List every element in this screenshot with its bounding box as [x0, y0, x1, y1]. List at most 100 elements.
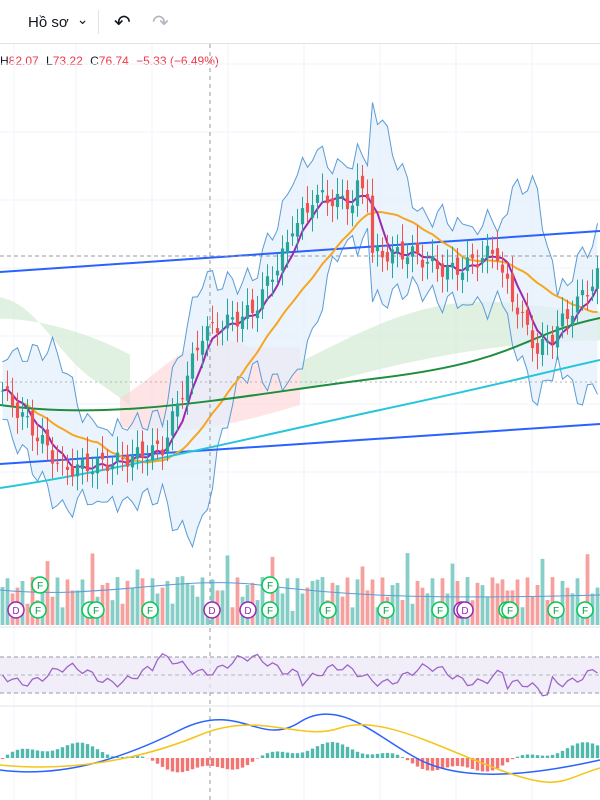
macd-histogram-bar: [470, 758, 475, 770]
financial-report-marker[interactable]: F: [377, 601, 395, 619]
macd-histogram-bar: [175, 758, 180, 773]
financial-report-marker[interactable]: F: [501, 601, 519, 619]
candle-body: [60, 459, 65, 462]
volume-bar: [50, 596, 55, 625]
macd-histogram-bar: [45, 751, 50, 758]
candle-body: [110, 465, 115, 470]
macd-histogram-bar: [200, 758, 205, 767]
top-toolbar: Hồ sơ ⌄ ↶ ↷: [0, 0, 600, 44]
macd-histogram-bar: [255, 758, 260, 759]
channel-lower: [0, 423, 600, 465]
macd-histogram-bar: [100, 752, 105, 758]
candle-body: [580, 290, 585, 296]
macd-histogram-bar: [20, 748, 25, 758]
bollinger-lower: [2, 227, 598, 549]
macd-histogram-bar: [515, 756, 520, 758]
candle-body: [55, 462, 60, 464]
candle-body: [550, 334, 555, 344]
volume-bar: [90, 553, 95, 625]
macd-histogram-bar: [400, 757, 405, 758]
volume-bar: [365, 590, 370, 625]
marker-label: F: [582, 606, 588, 617]
redo-icon[interactable]: ↷: [152, 11, 169, 34]
price-chart[interactable]: DFFFFFDDFFFFFDDFFFF: [0, 44, 600, 800]
rsi-line: [1, 652, 598, 697]
candle-body: [290, 233, 295, 237]
macd-histogram-bar: [380, 753, 385, 758]
dividend-marker[interactable]: D: [203, 601, 221, 619]
candle-body: [205, 326, 210, 341]
candle-body: [255, 310, 260, 319]
financial-report-marker[interactable]: F: [576, 601, 594, 619]
financial-report-marker[interactable]: F: [141, 601, 159, 619]
dividend-marker[interactable]: D: [456, 601, 474, 619]
financial-report-marker[interactable]: F: [431, 601, 449, 619]
volume-bar: [570, 593, 575, 625]
macd-line: [0, 713, 600, 775]
macd-histogram-bar: [60, 747, 65, 758]
candle-body: [545, 340, 550, 343]
macd-histogram-bar: [120, 757, 125, 758]
macd-histogram-bar: [250, 758, 255, 762]
macd-histogram-bar: [35, 750, 40, 758]
candle-body: [0, 390, 5, 392]
volume-bar: [400, 600, 405, 625]
profile-menu-button[interactable]: Hồ sơ ⌄: [28, 8, 88, 36]
volume-bar: [125, 580, 130, 625]
financial-report-marker[interactable]: F: [319, 601, 337, 619]
ma-mid-line: [2, 210, 598, 464]
financial-report-marker[interactable]: F: [261, 576, 279, 594]
candle-body: [540, 339, 545, 355]
macd-histogram-bar: [230, 758, 235, 770]
macd-histogram-bar: [540, 755, 545, 758]
volume-bar: [550, 577, 555, 625]
volume-bar: [425, 593, 430, 625]
volume-bar: [295, 578, 300, 625]
dividend-marker[interactable]: D: [239, 601, 257, 619]
financial-report-marker[interactable]: F: [29, 601, 47, 619]
macd-histogram-bar: [155, 758, 160, 764]
candle-body: [405, 257, 410, 265]
financial-report-marker[interactable]: F: [547, 601, 565, 619]
candle-body: [460, 272, 465, 280]
volume-bar: [235, 577, 240, 625]
financial-report-marker[interactable]: F: [261, 601, 279, 619]
financial-report-marker[interactable]: F: [31, 576, 49, 594]
volume-bar: [115, 577, 120, 625]
volume-bar: [315, 579, 320, 625]
candle-body: [345, 189, 350, 210]
candle-body: [210, 322, 215, 324]
macd-histogram-bar: [360, 753, 365, 758]
volume-bar: [200, 577, 205, 625]
macd-histogram-bar: [55, 749, 60, 758]
candle-body: [140, 441, 145, 458]
candle-body: [365, 193, 370, 199]
candle-body: [490, 249, 495, 254]
macd-histogram-bar: [405, 758, 410, 761]
candle-body: [555, 326, 560, 348]
marker-circle: [261, 576, 279, 594]
volume-bar: [310, 580, 315, 625]
dividend-marker[interactable]: D: [7, 601, 25, 619]
volume-bar: [515, 579, 520, 625]
volume-bar: [450, 563, 455, 625]
marker-label: F: [383, 606, 389, 617]
macd-histogram-bar: [385, 752, 390, 758]
candle-body: [420, 259, 425, 268]
undo-icon[interactable]: ↶: [114, 11, 131, 34]
macd-histogram-bar: [185, 758, 190, 771]
financial-report-marker[interactable]: F: [87, 601, 105, 619]
candle-body: [75, 464, 80, 477]
candle-body: [150, 445, 155, 461]
bollinger-fill: [2, 102, 598, 547]
candle-body: [390, 249, 395, 264]
marker-circle: [456, 601, 474, 619]
volume-bar: [60, 607, 65, 625]
candle-body: [590, 286, 595, 292]
macd-histogram-bar: [335, 742, 340, 758]
candle-body: [565, 309, 570, 320]
marker-label: D: [12, 606, 19, 617]
marker-circle: [431, 601, 449, 619]
volume-bar: [20, 580, 25, 625]
candle-body: [185, 375, 190, 401]
